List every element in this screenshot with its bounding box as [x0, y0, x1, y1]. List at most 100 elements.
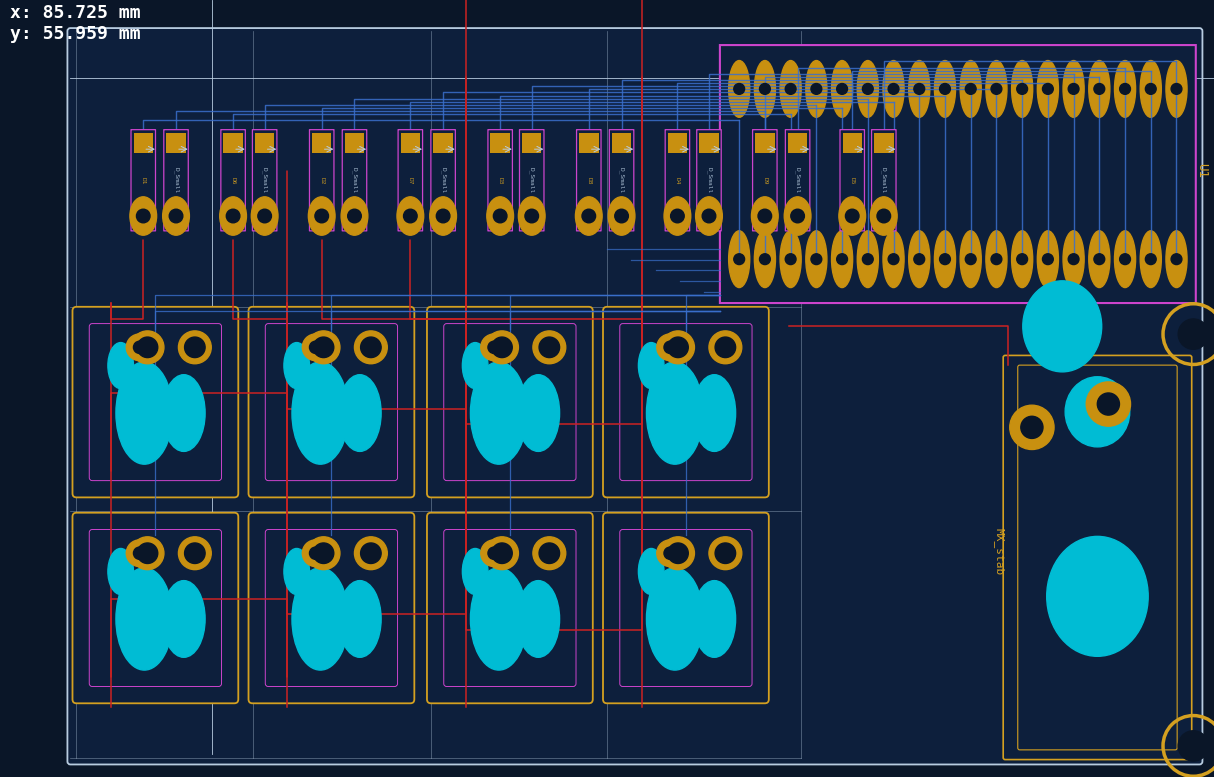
Text: D_Small: D_Small [619, 167, 624, 193]
Circle shape [715, 543, 736, 563]
Circle shape [178, 331, 211, 364]
Bar [755, 133, 775, 153]
Circle shape [664, 341, 676, 354]
Circle shape [733, 83, 744, 94]
Circle shape [862, 254, 873, 265]
Text: U1: U1 [1196, 163, 1208, 179]
Circle shape [702, 209, 716, 223]
Circle shape [313, 337, 334, 357]
Circle shape [582, 209, 596, 223]
Circle shape [1043, 83, 1054, 94]
Bar [312, 207, 331, 228]
Bar [401, 133, 420, 153]
Ellipse shape [1089, 231, 1110, 287]
Circle shape [1145, 83, 1156, 94]
Bar [312, 133, 331, 153]
Ellipse shape [1114, 231, 1135, 287]
Ellipse shape [130, 197, 157, 235]
Circle shape [1010, 406, 1054, 449]
Ellipse shape [781, 61, 801, 117]
Circle shape [257, 209, 272, 223]
Bar [522, 133, 541, 153]
Ellipse shape [1011, 231, 1033, 287]
FancyBboxPatch shape [620, 529, 751, 687]
Ellipse shape [517, 580, 560, 657]
Circle shape [758, 209, 772, 223]
Circle shape [785, 254, 796, 265]
Circle shape [991, 83, 1002, 94]
Circle shape [1021, 416, 1043, 438]
Ellipse shape [839, 197, 866, 235]
Ellipse shape [806, 231, 827, 287]
Circle shape [1119, 254, 1130, 265]
Ellipse shape [220, 197, 246, 235]
Bar [255, 133, 274, 153]
Ellipse shape [1063, 231, 1084, 287]
FancyBboxPatch shape [444, 323, 575, 481]
Circle shape [760, 83, 771, 94]
FancyBboxPatch shape [520, 130, 544, 231]
Circle shape [664, 547, 676, 559]
Ellipse shape [909, 231, 930, 287]
FancyBboxPatch shape [431, 130, 455, 231]
Circle shape [126, 334, 153, 361]
Circle shape [1119, 83, 1130, 94]
Ellipse shape [284, 549, 310, 594]
Text: D_Small: D_Small [795, 167, 800, 193]
Ellipse shape [308, 197, 335, 235]
Text: D_Small: D_Small [174, 167, 178, 193]
Bar [612, 207, 631, 228]
Circle shape [1017, 254, 1027, 265]
Ellipse shape [284, 343, 310, 388]
Circle shape [877, 209, 891, 223]
Text: D5: D5 [850, 176, 855, 184]
Circle shape [760, 254, 771, 265]
Circle shape [1017, 83, 1027, 94]
Text: D_Small: D_Small [529, 167, 534, 193]
Circle shape [1178, 730, 1208, 761]
Ellipse shape [857, 231, 879, 287]
Ellipse shape [487, 197, 514, 235]
Circle shape [657, 334, 683, 361]
FancyBboxPatch shape [253, 130, 277, 231]
FancyBboxPatch shape [1003, 355, 1192, 760]
Circle shape [302, 334, 329, 361]
Bar [612, 133, 631, 153]
Ellipse shape [1046, 536, 1148, 657]
Circle shape [1043, 254, 1054, 265]
Circle shape [668, 543, 688, 563]
Circle shape [657, 540, 683, 566]
Circle shape [965, 254, 976, 265]
Circle shape [1094, 254, 1105, 265]
Ellipse shape [470, 568, 527, 670]
Circle shape [185, 543, 205, 563]
Circle shape [307, 537, 340, 570]
Circle shape [991, 254, 1002, 265]
Ellipse shape [883, 61, 904, 117]
Ellipse shape [517, 375, 560, 451]
Ellipse shape [1065, 377, 1130, 447]
Circle shape [492, 543, 512, 563]
FancyBboxPatch shape [609, 130, 634, 231]
Circle shape [185, 337, 205, 357]
Ellipse shape [909, 61, 930, 117]
Ellipse shape [291, 568, 348, 670]
Circle shape [1068, 83, 1079, 94]
Circle shape [1178, 319, 1208, 350]
Ellipse shape [728, 61, 750, 117]
Bar [874, 133, 894, 153]
Ellipse shape [639, 549, 664, 594]
Ellipse shape [960, 231, 981, 287]
Bar [699, 207, 719, 228]
FancyBboxPatch shape [266, 529, 397, 687]
Text: D_Small: D_Small [707, 167, 711, 193]
FancyBboxPatch shape [753, 130, 777, 231]
Bar [166, 207, 186, 228]
FancyBboxPatch shape [90, 529, 221, 687]
Ellipse shape [832, 61, 852, 117]
Circle shape [889, 83, 898, 94]
Ellipse shape [832, 231, 852, 287]
Circle shape [709, 331, 742, 364]
Text: D8: D8 [586, 176, 591, 184]
FancyBboxPatch shape [249, 307, 414, 497]
